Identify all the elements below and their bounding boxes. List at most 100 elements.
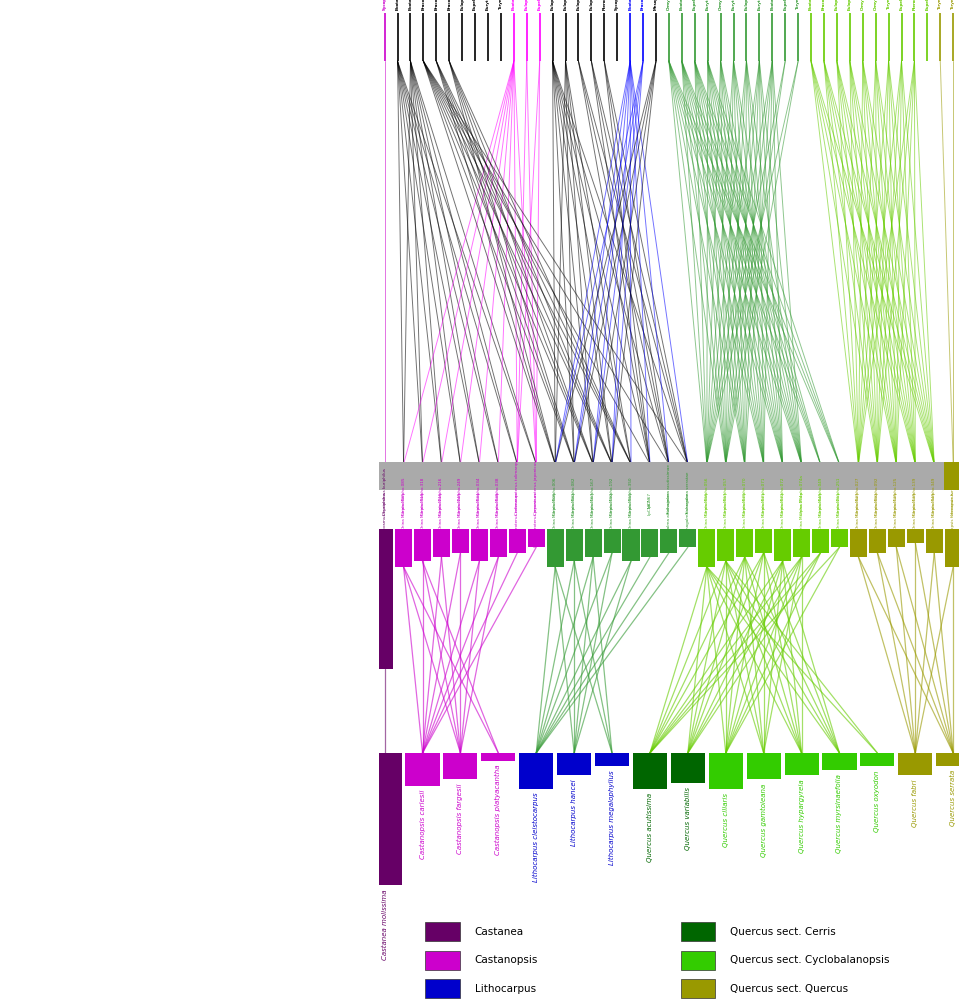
Text: i: i <box>259 281 262 291</box>
Text: Torymus.3: Torymus.3 <box>796 0 800 10</box>
Text: China Morpho.082: China Morpho.082 <box>573 492 576 530</box>
Text: Bracon.4: Bracon.4 <box>822 0 826 10</box>
Text: China Morpho.057: China Morpho.057 <box>724 492 728 530</box>
Text: k: k <box>132 821 139 831</box>
Text: Torymus.6: Torymus.6 <box>951 0 955 10</box>
Text: Ormyrus.4: Ormyrus.4 <box>874 0 877 10</box>
Text: c: c <box>259 85 265 95</box>
Text: k: k <box>132 379 139 389</box>
Text: Pteromalidae.8: Pteromalidae.8 <box>912 0 917 10</box>
Bar <box>936 753 959 766</box>
Text: Torymus.4: Torymus.4 <box>886 0 891 10</box>
Text: China Morpho.070: China Morpho.070 <box>742 492 747 530</box>
Text: Trichagalma serratae: Trichagalma serratae <box>686 472 690 515</box>
Text: Eulophidae.14: Eulophidae.14 <box>835 0 839 10</box>
Text: h: h <box>132 281 139 291</box>
Text: Bracon.2: Bracon.2 <box>434 0 438 10</box>
Bar <box>823 753 856 770</box>
Text: Bootanomyia.2: Bootanomyia.2 <box>680 0 684 10</box>
Text: Pteromalidae.8: Pteromalidae.8 <box>912 0 917 10</box>
Text: Eupelmidae.8: Eupelmidae.8 <box>925 0 929 10</box>
Bar <box>566 529 583 561</box>
Bar <box>869 529 886 553</box>
Bar <box>945 529 959 567</box>
Text: Castanopsis: Castanopsis <box>475 955 538 965</box>
Text: Castanopsis platyacantha: Castanopsis platyacantha <box>495 765 502 855</box>
Bar <box>375 462 394 490</box>
Bar <box>709 753 743 789</box>
Text: China Morpho.006: China Morpho.006 <box>553 478 557 515</box>
Text: China Morpho.318: China Morpho.318 <box>420 478 425 515</box>
Text: Eurytoma.2: Eurytoma.2 <box>758 0 761 10</box>
Text: China Morpho.071: China Morpho.071 <box>761 478 765 515</box>
Text: China Morpho.092: China Morpho.092 <box>876 492 879 530</box>
Text: Bootanomyia.3: Bootanomyia.3 <box>628 0 632 10</box>
Text: Ormyrus.4: Ormyrus.4 <box>874 0 877 10</box>
Text: b: b <box>132 572 140 582</box>
Text: Cerroneuroterus japonicus: Cerroneuroterus japonicus <box>534 461 538 515</box>
Text: China Morpho.006: China Morpho.006 <box>553 492 557 530</box>
Bar <box>443 753 478 779</box>
Text: China Morpho.074a: China Morpho.074a <box>800 475 804 515</box>
Bar <box>595 753 629 766</box>
Bar <box>698 529 715 567</box>
Text: Eulophidae.15: Eulophidae.15 <box>848 0 852 10</box>
Text: Eupelmus.1: Eupelmus.1 <box>473 0 477 10</box>
Text: Quercus sect. Quercus: Quercus sect. Quercus <box>730 984 848 994</box>
Text: Bootanomyia.5: Bootanomyia.5 <box>512 0 516 10</box>
Text: Torymus.2: Torymus.2 <box>499 0 503 10</box>
Text: China Morpho.350: China Morpho.350 <box>629 478 633 515</box>
Text: a: a <box>6 572 12 582</box>
Bar <box>850 529 867 557</box>
Text: Eulophidae.7: Eulophidae.7 <box>564 0 568 10</box>
Text: Eulophidae.5: Eulophidae.5 <box>525 0 528 10</box>
Text: Quercus serrata: Quercus serrata <box>950 770 956 826</box>
Bar <box>603 529 620 553</box>
Text: Torymus.5: Torymus.5 <box>938 0 943 10</box>
Bar <box>812 529 830 553</box>
Bar <box>907 529 924 543</box>
Bar <box>670 753 705 783</box>
Text: Bootanomyia.1: Bootanomyia.1 <box>409 0 412 10</box>
Text: Eulophidae.7: Eulophidae.7 <box>564 0 568 10</box>
Text: a: a <box>6 85 12 95</box>
Text: China Morpho.049: China Morpho.049 <box>819 492 823 530</box>
Bar <box>925 529 943 553</box>
Text: Ormyrus.3: Ormyrus.3 <box>861 0 865 10</box>
Text: Quercus hypargyreia: Quercus hypargyreia <box>799 779 805 853</box>
Text: Castanopsis carlesii: Castanopsis carlesii <box>419 790 426 859</box>
Text: Eupelmidae.3: Eupelmidae.3 <box>900 0 903 10</box>
Text: Eurytoma.4: Eurytoma.4 <box>732 0 736 10</box>
Text: China Morpho.085: China Morpho.085 <box>402 478 406 515</box>
Bar <box>944 462 959 490</box>
Text: China Morpho.070: China Morpho.070 <box>742 478 747 515</box>
Bar <box>697 462 849 490</box>
Text: Eupelmidae.8: Eupelmidae.8 <box>925 0 929 10</box>
Text: Bracon.2: Bracon.2 <box>434 0 438 10</box>
Text: Bracon.5: Bracon.5 <box>447 0 452 10</box>
Text: Quercus sect. Cerris: Quercus sect. Cerris <box>730 927 835 937</box>
Bar <box>774 529 791 561</box>
Text: Eulophidae.6: Eulophidae.6 <box>550 0 554 10</box>
Text: China Morpho.085: China Morpho.085 <box>402 492 406 530</box>
Text: e: e <box>132 655 139 665</box>
Text: Sycophila.2: Sycophila.2 <box>616 0 620 10</box>
Text: j: j <box>6 821 10 831</box>
Text: China Morpho.167: China Morpho.167 <box>591 478 596 515</box>
Text: f: f <box>259 183 263 193</box>
Bar <box>452 529 469 553</box>
Text: i: i <box>259 738 262 748</box>
Text: Eurytoma.3: Eurytoma.3 <box>706 0 710 10</box>
Text: Quercus ciliaris: Quercus ciliaris <box>723 793 729 847</box>
Text: Dryocosmus kuriphilus: Dryocosmus kuriphilus <box>383 468 386 515</box>
Text: Eulophidae.13: Eulophidae.13 <box>744 0 748 10</box>
Text: Eupelmus.3: Eupelmus.3 <box>784 0 787 10</box>
Text: China Morpho.092: China Morpho.092 <box>876 478 879 515</box>
Text: Mesopolobus.2: Mesopolobus.2 <box>654 0 658 10</box>
Text: Cerroneuroterus tolimarqo: Cerroneuroterus tolimarqo <box>515 492 519 547</box>
Bar <box>425 951 460 970</box>
Bar <box>406 753 439 786</box>
Text: Torymus.4: Torymus.4 <box>886 0 891 10</box>
Bar <box>642 529 659 557</box>
Bar <box>527 529 545 547</box>
